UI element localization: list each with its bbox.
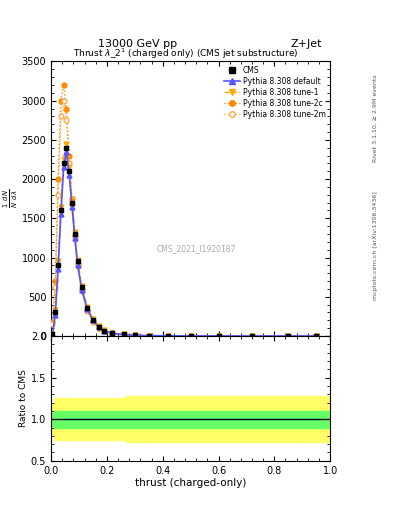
Y-axis label: $\frac{1}{N}\,\frac{dN}{d\lambda}$: $\frac{1}{N}\,\frac{dN}{d\lambda}$ — [2, 189, 20, 208]
Text: Thrust $\lambda\_2^1$ (charged only) (CMS jet substructure): Thrust $\lambda\_2^1$ (charged only) (CM… — [73, 47, 299, 61]
Text: CMS_2021_I1920187: CMS_2021_I1920187 — [156, 244, 236, 252]
Text: 13000 GeV pp: 13000 GeV pp — [98, 38, 177, 49]
X-axis label: thrust (charged-only): thrust (charged-only) — [135, 478, 246, 488]
Y-axis label: Ratio to CMS: Ratio to CMS — [19, 370, 28, 428]
Text: mcplots.cern.ch [arXiv:1306.3436]: mcplots.cern.ch [arXiv:1306.3436] — [373, 191, 378, 300]
Legend: CMS, Pythia 8.308 default, Pythia 8.308 tune-1, Pythia 8.308 tune-2c, Pythia 8.3: CMS, Pythia 8.308 default, Pythia 8.308 … — [221, 63, 329, 122]
Text: Z+Jet: Z+Jet — [291, 38, 322, 49]
Text: Rivet 3.1.10, ≥ 2.9M events: Rivet 3.1.10, ≥ 2.9M events — [373, 74, 378, 162]
